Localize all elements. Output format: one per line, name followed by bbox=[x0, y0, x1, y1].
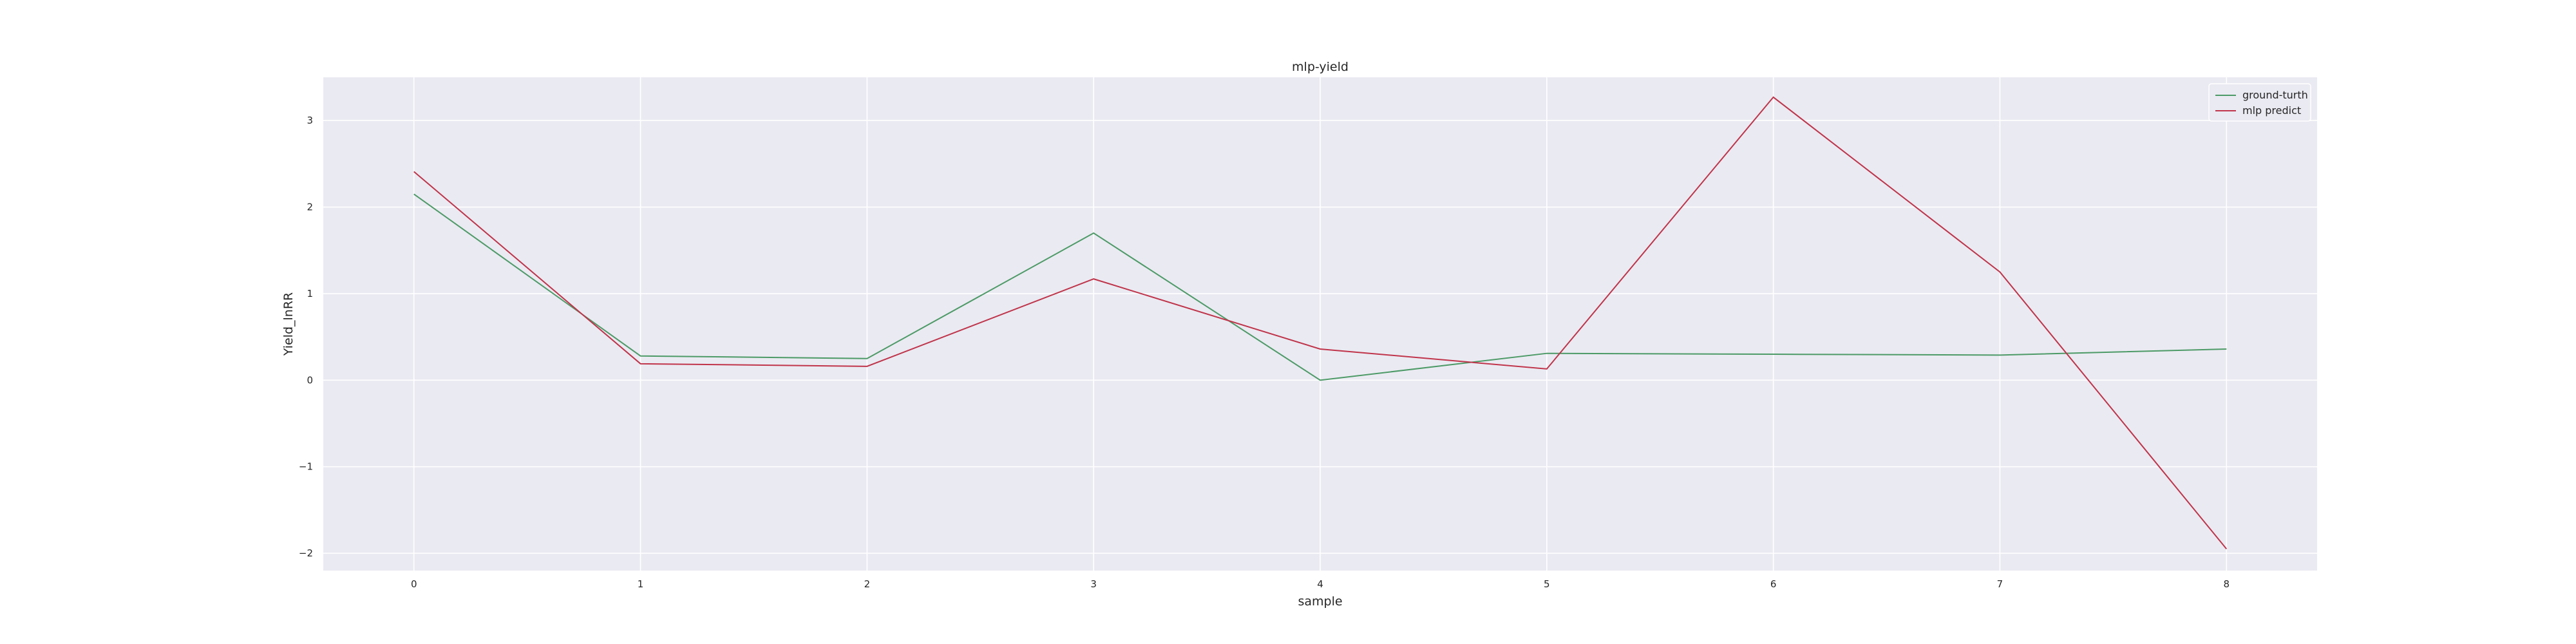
legend-label: ground-turth bbox=[2242, 89, 2308, 101]
x-tick-label: 1 bbox=[638, 578, 644, 590]
legend-box bbox=[2208, 83, 2311, 122]
x-axis-ticks: 0 1 2 3 4 5 6 7 8 bbox=[411, 578, 2230, 590]
y-tick-label: −2 bbox=[299, 547, 313, 559]
legend-label: mlp predict bbox=[2242, 104, 2301, 117]
x-axis-label: sample bbox=[1298, 594, 1342, 609]
x-tick-label: 8 bbox=[2223, 578, 2230, 590]
y-tick-label: −1 bbox=[299, 461, 313, 473]
x-tick-label: 2 bbox=[864, 578, 871, 590]
series-lines bbox=[413, 96, 2228, 550]
y-tick-label: 3 bbox=[307, 115, 313, 126]
y-tick-label: 0 bbox=[307, 374, 313, 386]
series-line-ground-turth bbox=[413, 193, 2227, 381]
series-line-mlp-predict bbox=[413, 96, 2228, 550]
x-tick-label: 3 bbox=[1090, 578, 1097, 590]
chart-title: mlp-yield bbox=[1292, 60, 1349, 74]
y-axis-label: Yield_lnRR bbox=[281, 292, 296, 356]
x-tick-label: 6 bbox=[1770, 578, 1777, 590]
x-tick-label: 4 bbox=[1317, 578, 1323, 590]
x-tick-label: 5 bbox=[1544, 578, 1550, 590]
grid bbox=[323, 77, 2317, 571]
y-tick-label: 1 bbox=[307, 288, 313, 299]
legend: ground-turth mlp predict bbox=[2208, 83, 2311, 122]
x-tick-label: 7 bbox=[1997, 578, 2003, 590]
y-tick-label: 2 bbox=[307, 202, 313, 213]
y-axis-ticks: −2 −1 0 1 2 3 bbox=[299, 115, 313, 559]
x-tick-label: 0 bbox=[411, 578, 417, 590]
